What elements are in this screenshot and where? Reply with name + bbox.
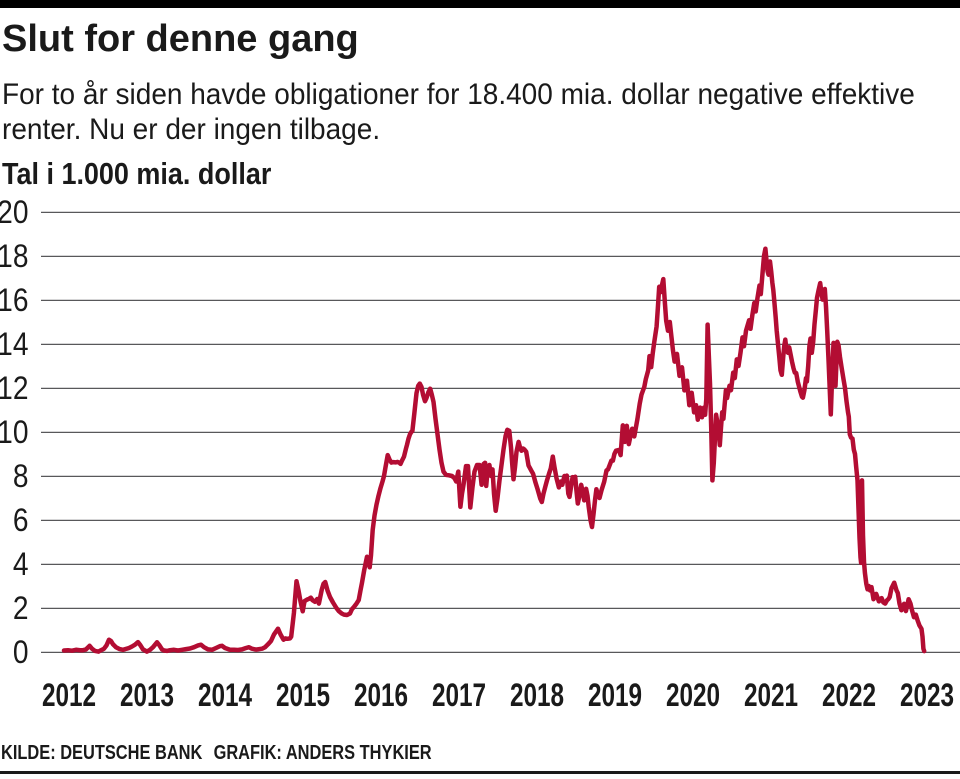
svg-text:2012: 2012 xyxy=(42,678,96,714)
svg-text:2016: 2016 xyxy=(354,678,408,714)
svg-text:2023: 2023 xyxy=(900,678,954,714)
svg-text:2022: 2022 xyxy=(822,678,876,714)
svg-text:2014: 2014 xyxy=(198,678,252,714)
svg-text:2020: 2020 xyxy=(666,678,720,714)
svg-text:2015: 2015 xyxy=(276,678,330,714)
svg-text:4: 4 xyxy=(13,547,29,582)
svg-text:20: 20 xyxy=(0,195,28,230)
svg-text:14: 14 xyxy=(0,327,28,362)
svg-text:6: 6 xyxy=(13,503,29,538)
svg-text:2017: 2017 xyxy=(432,678,486,714)
svg-text:12: 12 xyxy=(0,371,28,406)
svg-text:18: 18 xyxy=(0,239,28,274)
svg-text:2018: 2018 xyxy=(510,678,564,714)
svg-text:8: 8 xyxy=(13,459,29,494)
svg-text:2: 2 xyxy=(13,591,29,626)
svg-text:2013: 2013 xyxy=(120,678,174,714)
svg-text:2019: 2019 xyxy=(588,678,642,714)
svg-text:0: 0 xyxy=(13,635,29,670)
svg-text:2021: 2021 xyxy=(744,678,798,714)
svg-text:16: 16 xyxy=(0,283,28,318)
svg-text:10: 10 xyxy=(0,415,28,450)
